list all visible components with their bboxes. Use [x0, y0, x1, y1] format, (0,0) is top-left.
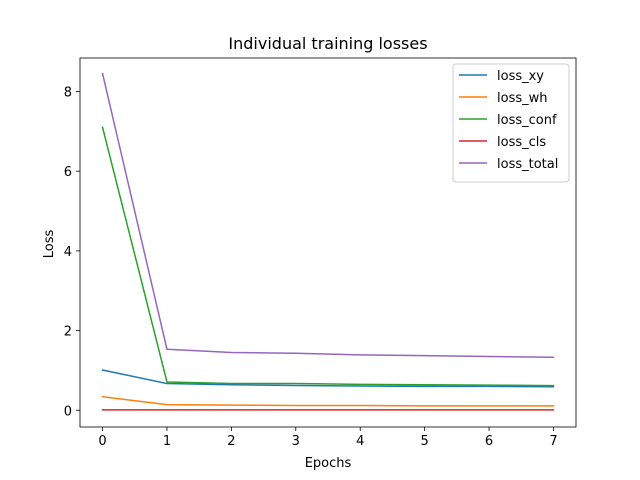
- x-tick-label: 6: [485, 434, 493, 449]
- y-tick-label: 8: [64, 85, 72, 100]
- series-line-loss-xy: [101, 369, 555, 388]
- y-tick-label: 6: [64, 165, 72, 180]
- x-tick-label: 5: [420, 434, 428, 449]
- y-axis-label: Loss: [42, 230, 57, 259]
- plot-frame: [79, 57, 577, 428]
- series-line-loss-conf: [101, 126, 555, 387]
- x-tick-label: 2: [227, 434, 235, 449]
- series-line-loss-wh: [101, 395, 555, 407]
- legend-box: [452, 63, 570, 183]
- y-tick-label: 4: [64, 245, 72, 260]
- series-line-loss-total: [101, 72, 555, 359]
- legend-label-loss-wh: loss_wh: [497, 91, 547, 106]
- legend: loss_xy loss_wh loss_conf loss_cls loss_tota…: [452, 63, 570, 183]
- legend-label-loss-conf: loss_conf: [497, 113, 557, 128]
- chart-title: Individual training losses: [228, 34, 427, 53]
- x-tick-label: 7: [549, 434, 557, 449]
- legend-label-loss-cls: loss_cls: [497, 135, 546, 150]
- y-tick-label: 2: [64, 325, 72, 340]
- legend-label-loss-xy: loss_xy: [497, 69, 544, 84]
- x-axis-label: Epochs: [305, 456, 352, 471]
- legend-label-loss-total: loss_total: [497, 157, 558, 172]
- plot-area: 0 1 2 3 4 5 6 7 0 2 4 6 8: [64, 57, 577, 449]
- x-tick-label: 0: [98, 434, 106, 449]
- x-tick-label: 3: [292, 434, 300, 449]
- x-tick-label: 4: [356, 434, 364, 449]
- y-tick-label: 0: [64, 404, 72, 419]
- x-tick-label: 1: [163, 434, 171, 449]
